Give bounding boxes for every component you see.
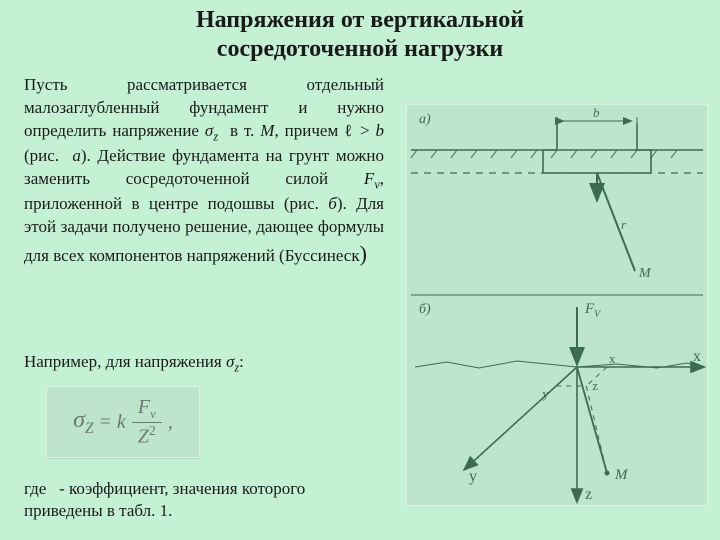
figure-bg: а)brMб)xzyFVxyzM: [406, 104, 708, 506]
formula-box: σZ = k Fv Z2 ,: [46, 386, 200, 458]
formula-lhs: σ: [73, 407, 85, 433]
title-line-1: Напряжения от вертикальной: [196, 7, 524, 33]
title-line-2: сосредоточенной нагрузки: [217, 36, 503, 62]
example-line: Например, для напряжения σz:: [24, 352, 384, 375]
svg-text:а): а): [419, 112, 431, 127]
formula: σZ = k Fv Z2 ,: [73, 397, 173, 447]
svg-text:y: y: [542, 386, 549, 401]
svg-text:M: M: [614, 467, 629, 483]
formula-lhs-sub: Z: [85, 419, 94, 436]
figure-svg: а)brMб)xzyFVxyzM: [407, 105, 707, 505]
main-paragraph: Пусть рассматривается отдельный малозагл…: [24, 74, 384, 268]
formula-num-sub: v: [150, 406, 156, 421]
svg-text:б): б): [419, 302, 431, 317]
svg-text:b: b: [593, 105, 600, 120]
svg-text:x: x: [693, 348, 701, 365]
slide-root: Напряжения от вертикальной сосредоточенн…: [0, 0, 720, 540]
formula-fraction: Fv Z2: [132, 397, 162, 447]
footnote: где - коэффициент, значения которого при…: [24, 478, 384, 522]
svg-text:y: y: [469, 468, 477, 485]
formula-tail: ,: [168, 411, 173, 434]
svg-text:M: M: [638, 266, 652, 281]
formula-k: k: [117, 411, 126, 434]
svg-text:x: x: [609, 351, 616, 366]
formula-den: Z: [138, 426, 149, 448]
formula-num: F: [138, 396, 150, 418]
figure-panel: а)brMб)xzyFVxyzM: [406, 104, 710, 524]
svg-text:z: z: [585, 486, 592, 503]
formula-eq: =: [100, 411, 111, 434]
formula-den-sup: 2: [149, 424, 156, 439]
svg-text:r: r: [621, 217, 627, 232]
page-title: Напряжения от вертикальной сосредоточенн…: [0, 6, 720, 64]
svg-text:z: z: [592, 378, 598, 393]
svg-text:FV: FV: [584, 301, 602, 320]
